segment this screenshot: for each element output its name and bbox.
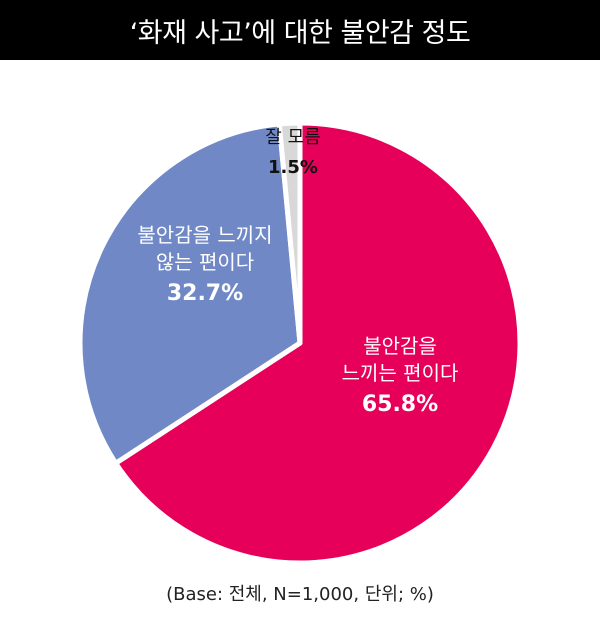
slice-not-anxious-label-line: 않는 편이다 [156,250,254,274]
slice-anxious-label-line: 느끼는 편이다 [342,361,459,385]
slice-not-anxious-value-label: 32.7% [167,281,243,306]
slice-dont-know-value-label: 1.5% [268,157,318,178]
slice-not-anxious-label-line: 불안감을 느끼지 [137,223,272,247]
slice-dont-know-label-line: 잘 모름 [265,127,320,148]
slice-dont-know [276,120,303,346]
slice-anxious-label-line: 불안감을 [363,334,437,358]
slice-anxious [113,120,523,566]
pie-slices [77,120,523,566]
slice-anxious-value-label: 65.8% [362,392,438,417]
base-footnote: (Base: 전체, N=1,000, 단위; %) [166,584,434,605]
slice-not-anxious [77,121,303,466]
chart-title: ‘화재 사고’에 대한 불안감 정도 [0,0,600,60]
